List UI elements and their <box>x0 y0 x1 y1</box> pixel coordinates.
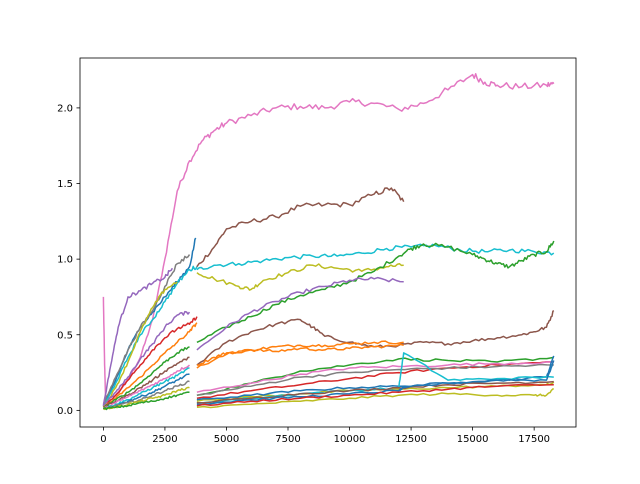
series-line-33 <box>103 367 190 410</box>
series-line-4 <box>196 243 555 271</box>
series-line-29 <box>102 322 198 408</box>
series-line-12 <box>196 361 554 400</box>
series-line-2 <box>102 73 555 404</box>
series-line-21 <box>196 388 555 409</box>
series-line-8 <box>196 309 555 366</box>
y-axis-ticks: 0.0 0.5 1.0 1.5 2.0 <box>57 103 80 417</box>
series-line-10 <box>196 343 404 369</box>
series-line-7 <box>196 276 404 351</box>
series-line-19 <box>196 360 555 406</box>
series-line-24 <box>102 267 173 406</box>
series-layer <box>102 73 555 411</box>
series-line-35 <box>103 380 190 410</box>
x-tick-label: 0 <box>100 434 106 445</box>
y-tick-label: 2.0 <box>57 103 73 114</box>
series-line-20 <box>196 383 554 407</box>
x-tick-label: 7500 <box>275 434 300 445</box>
y-tick-label: 0.5 <box>57 330 73 341</box>
series-line-11 <box>196 356 554 396</box>
series-line-26 <box>102 281 178 408</box>
axes-frame <box>79 57 577 428</box>
series-line-15 <box>196 381 555 403</box>
series-line-28 <box>102 316 198 408</box>
series-line-1 <box>102 296 107 408</box>
series-line-3 <box>196 187 405 268</box>
x-tick-label: 2500 <box>152 434 177 445</box>
series-line-25 <box>102 265 198 408</box>
y-tick-label: 0.0 <box>57 406 73 417</box>
x-tick-label: 5000 <box>214 434 239 445</box>
x-tick-label: 12500 <box>395 434 427 445</box>
series-line-5 <box>196 262 404 291</box>
series-line-30 <box>103 346 190 408</box>
x-tick-label: 10000 <box>334 434 366 445</box>
y-tick-label: 1.5 <box>57 179 73 190</box>
series-line-32 <box>102 364 191 410</box>
x-tick-label: 17500 <box>518 434 550 445</box>
series-line-37 <box>102 391 190 411</box>
series-line-13 <box>196 363 554 396</box>
x-axis-ticks: 0 2500 5000 7500 10000 12500 15000 17500 <box>100 427 550 445</box>
series-line-27 <box>102 310 191 407</box>
y-tick-label: 1.0 <box>57 255 73 266</box>
series-line-18 <box>196 380 554 404</box>
x-tick-label: 15000 <box>457 434 489 445</box>
series-line-14 <box>196 361 554 393</box>
series-line-6 <box>196 240 555 343</box>
